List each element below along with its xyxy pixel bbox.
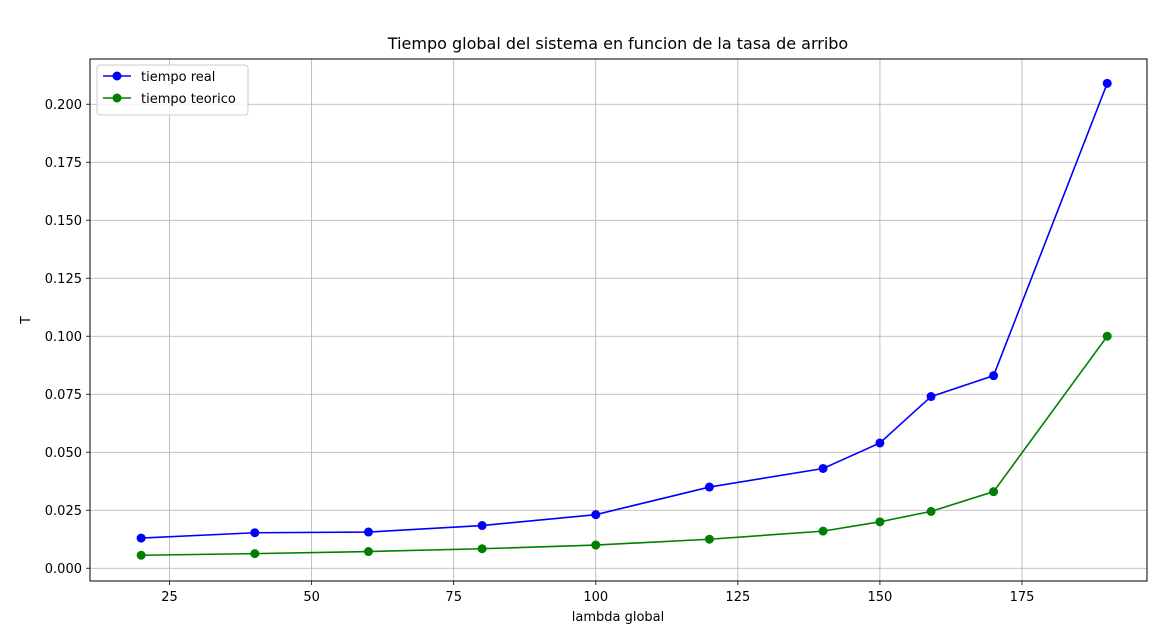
y-tick-label: 0.150 <box>45 214 82 229</box>
data-point-tiempo-real <box>989 371 999 381</box>
data-point-tiempo-real <box>477 521 487 531</box>
data-point-tiempo-real <box>704 482 714 492</box>
data-point-tiempo-real <box>591 510 601 520</box>
data-point-tiempo-teorico <box>477 544 487 554</box>
data-point-tiempo-real <box>136 533 146 543</box>
tick-layer: 25 50 75 100 125 150 175 0.000 0.025 0.050 0.075 0.… <box>45 98 1035 605</box>
data-point-tiempo-real <box>363 527 373 537</box>
y-axis-label: T <box>19 316 34 325</box>
data-point-tiempo-teorico <box>363 547 373 557</box>
plot-frame <box>89 58 1148 582</box>
x-tick-label: 150 <box>867 590 892 605</box>
y-tick-label: 0.125 <box>45 272 82 287</box>
legend: tiempo real tiempo teorico <box>96 64 249 116</box>
data-point-tiempo-teorico <box>818 526 828 536</box>
data-point-tiempo-teorico <box>136 550 146 560</box>
data-point-tiempo-real <box>926 392 936 402</box>
y-tick-label: 0.100 <box>45 330 82 345</box>
data-point-tiempo-real <box>818 463 828 473</box>
x-tick-label: 75 <box>445 590 462 605</box>
data-point-tiempo-teorico <box>250 549 260 559</box>
data-point-tiempo-real <box>875 438 885 448</box>
data-point-tiempo-teorico <box>591 540 601 550</box>
x-tick-label: 50 <box>303 590 320 605</box>
legend-label-tiempo-real: tiempo real <box>141 70 215 85</box>
y-tick-label: 0.075 <box>45 388 82 403</box>
data-point-tiempo-teorico <box>989 487 999 497</box>
data-point-tiempo-teorico <box>926 506 936 516</box>
data-point-tiempo-teorico <box>704 534 714 544</box>
y-tick-label: 0.200 <box>45 98 82 113</box>
data-point-tiempo-teorico <box>875 517 885 527</box>
data-point-tiempo-real <box>250 528 260 538</box>
y-tick-label: 0.175 <box>45 156 82 171</box>
legend-marker-tiempo-real <box>112 71 122 81</box>
data-point-tiempo-teorico <box>1102 331 1112 341</box>
series-layer <box>136 78 1112 560</box>
chart-title: Tiempo global del sistema en funcion de … <box>387 34 848 53</box>
x-tick-label: 125 <box>725 590 750 605</box>
legend-label-tiempo-teorico: tiempo teorico <box>141 92 236 107</box>
x-tick-label: 175 <box>1010 590 1035 605</box>
y-tick-label: 0.000 <box>45 562 82 577</box>
y-tick-label: 0.025 <box>45 504 82 519</box>
x-tick-label: 100 <box>583 590 608 605</box>
legend-box <box>96 64 249 116</box>
legend-marker-tiempo-teorico <box>112 93 122 103</box>
y-tick-label: 0.050 <box>45 446 82 461</box>
data-point-tiempo-real <box>1102 78 1112 88</box>
grid <box>90 59 1147 581</box>
x-tick-label: 25 <box>161 590 178 605</box>
x-axis-label: lambda global <box>572 610 665 625</box>
